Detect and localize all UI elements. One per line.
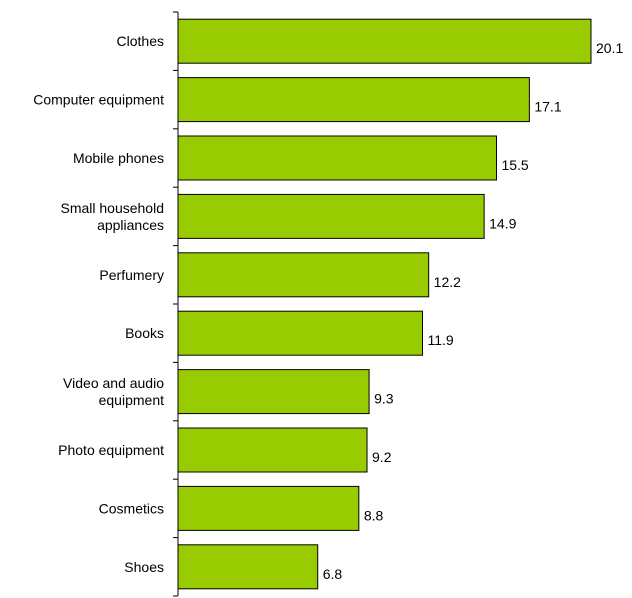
category-label-line: Small household [60,200,164,216]
category-label: Perfumery [99,267,164,283]
data-label: 14.9 [489,215,516,231]
bar [177,427,368,473]
category-label: Computer equipment [33,92,164,108]
category-label-line: Clothes [117,33,164,49]
data-label: 8.8 [364,507,384,523]
data-label: 15.5 [501,157,528,173]
category-label-line: equipment [99,392,164,408]
category-label: Small household appliances [60,200,164,233]
category-label-line: Shoes [124,559,164,575]
bar [177,18,592,64]
bar [177,544,319,590]
category-label: Video and audio equipment [63,375,164,408]
category-label: Shoes [124,559,164,575]
bar [177,135,497,181]
data-label: 12.2 [434,274,461,290]
category-label-line: Photo equipment [58,442,164,458]
category-label-line: Video and audio [63,375,164,391]
category-label: Cosmetics [99,500,164,516]
category-axis [173,11,179,597]
category-label-line: Books [125,325,164,341]
bar [177,369,370,415]
category-label-line: Computer equipment [33,92,164,108]
bar [177,77,530,123]
data-label: 11.9 [428,332,454,348]
bars-layer [177,18,592,590]
labels-layer: 20.1 Clothes 17.1 Computer equipment 15.5 Mob… [33,33,623,582]
data-label: 9.2 [372,449,392,465]
bar [177,310,424,356]
data-label: 9.3 [374,391,394,407]
data-label: 6.8 [323,566,343,582]
category-label: Books [125,325,164,341]
bar [177,485,360,531]
category-label-line: Perfumery [99,267,164,283]
bar [177,193,485,239]
category-label-line: appliances [97,217,164,233]
category-label-line: Mobile phones [73,150,164,166]
category-label-line: Cosmetics [99,500,164,516]
category-label: Mobile phones [73,150,164,166]
category-label: Photo equipment [58,442,164,458]
data-label: 17.1 [534,99,561,115]
data-label: 20.1 [596,40,623,56]
category-label: Clothes [117,33,164,49]
bar [177,252,430,298]
